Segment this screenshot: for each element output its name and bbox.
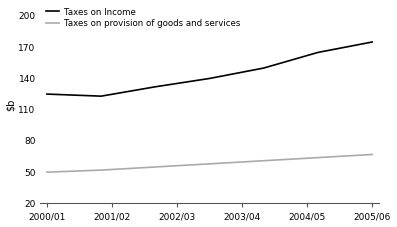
Y-axis label: $b: $b [6,98,15,111]
Taxes on provision of goods and services [44,171,49,173]
Taxes on provision of goods and services [316,156,320,159]
Taxes on Income [207,77,212,80]
Taxes on Income [316,51,320,54]
Taxes on Income [153,85,158,88]
Legend: Taxes on Income, Taxes on provision of goods and services: Taxes on Income, Taxes on provision of g… [45,6,242,30]
Taxes on Income [44,93,49,95]
Taxes on provision of goods and services [99,169,104,171]
Taxes on Income [261,67,266,69]
Taxes on provision of goods and services [261,159,266,162]
Taxes on provision of goods and services [370,153,374,156]
Taxes on provision of goods and services [153,166,158,168]
Line: Taxes on provision of goods and services: Taxes on provision of goods and services [47,154,372,172]
Taxes on provision of goods and services [207,163,212,165]
Line: Taxes on Income: Taxes on Income [47,42,372,96]
Taxes on Income [99,95,104,98]
Taxes on Income [370,41,374,43]
